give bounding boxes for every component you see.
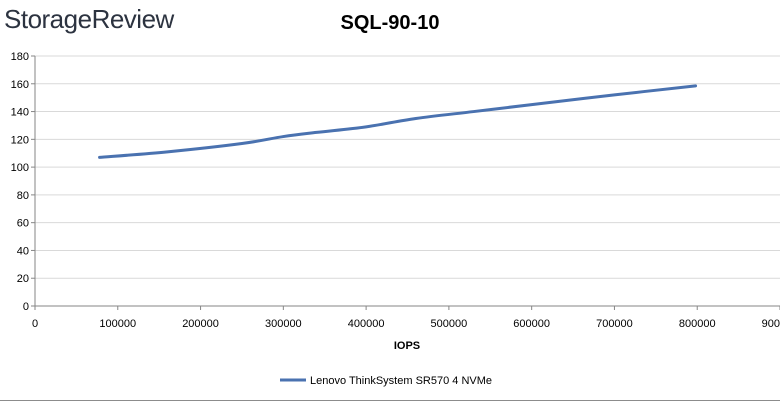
series-line: [98, 84, 698, 159]
y-tick-label: 20: [17, 273, 29, 285]
x-tick-label: 300000: [265, 318, 302, 330]
x-tick-label: 400000: [348, 318, 385, 330]
y-tick-label: 100: [11, 162, 29, 174]
x-tick-label: 600000: [513, 318, 550, 330]
x-axis-title: IOPS: [394, 340, 420, 352]
x-tick-label: 700000: [596, 318, 633, 330]
x-tick-label: 500000: [431, 318, 468, 330]
y-tick-label: 120: [11, 134, 29, 146]
y-tick-label: 60: [17, 218, 29, 230]
y-tick-label: 140: [11, 107, 29, 119]
y-tick-label: 80: [17, 190, 29, 202]
y-tick-label: 40: [17, 245, 29, 257]
series-lines: [98, 84, 698, 159]
gridlines: [35, 55, 780, 279]
chart-title: SQL-90-10: [340, 12, 440, 34]
x-tick-label: 200000: [182, 318, 219, 330]
storagereview-logo: StorageReview: [4, 4, 174, 34]
legend: Lenovo ThinkSystem SR570 4 NVMe: [280, 375, 492, 387]
y-tick-label: 180: [11, 51, 29, 63]
y-tick-label: 160: [11, 79, 29, 91]
legend-label: Lenovo ThinkSystem SR570 4 NVMe: [310, 375, 492, 387]
y-tick-label: 0: [23, 301, 29, 313]
x-tick-label: 100000: [99, 318, 136, 330]
tick-labels: 0 20 40 60 80 100 120 140 160 180 0 100000 200000 300…: [11, 51, 780, 330]
x-tick-label: 0: [32, 318, 38, 330]
axes: [31, 55, 780, 310]
x-tick-label: 800000: [679, 318, 716, 330]
x-tick-label: 900000: [762, 318, 780, 330]
